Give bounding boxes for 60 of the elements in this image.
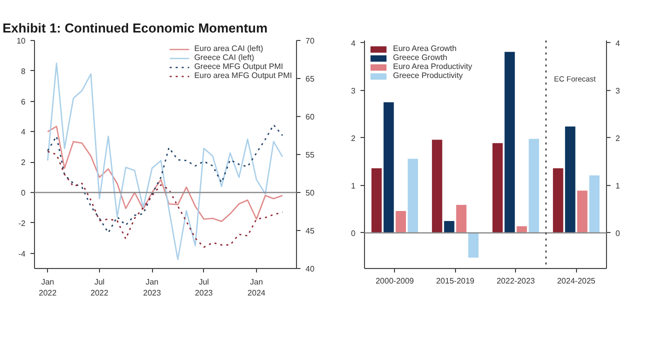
- y-tick-label: -4: [18, 249, 26, 258]
- bar: [444, 221, 454, 233]
- bar: [408, 158, 418, 233]
- legend-label: Greece Productivity: [393, 71, 463, 80]
- line-series: [47, 150, 284, 248]
- y-tick-label: 4: [21, 128, 26, 137]
- chart-title: Exhibit 1: Continued Economic Momentum: [2, 20, 268, 36]
- bar: [384, 102, 394, 233]
- bar: [528, 138, 540, 233]
- y2-tick-label: 70: [306, 36, 315, 46]
- y2-tick-label: 4: [616, 38, 620, 48]
- y-tick-label: 3: [351, 86, 356, 96]
- y2-tick-label: 40: [306, 264, 315, 274]
- bar: [432, 140, 442, 233]
- y-tick-label: 1: [351, 181, 356, 190]
- y-tick-label: 2: [21, 158, 26, 168]
- legend-label: Euro area MFG Output PMI: [194, 71, 292, 80]
- y-tick-label: 8: [21, 66, 26, 76]
- y2-tick-label: 65: [306, 74, 315, 84]
- bar: [396, 211, 406, 233]
- x-tick-label: 2022-2023: [496, 276, 536, 286]
- y2-tick-label: 1: [616, 181, 620, 190]
- legend-label: Euro area CAI (left): [194, 44, 264, 53]
- y2-tick-label: 0: [616, 228, 620, 238]
- legend-label: Euro Area Productivity: [393, 62, 472, 71]
- x-tick-label: 2000-2009: [376, 276, 414, 286]
- bar: [552, 168, 564, 233]
- bar: [456, 204, 466, 233]
- y-tick-label: 0: [351, 228, 356, 238]
- y2-tick-label: 55: [306, 150, 315, 160]
- y2-tick-label: 3: [616, 86, 620, 96]
- bar: [371, 168, 382, 233]
- y2-tick-label: 60: [306, 112, 315, 122]
- bar: [492, 143, 503, 233]
- y-tick-label: 10: [16, 36, 26, 46]
- y-tick-label: 2: [351, 134, 356, 143]
- bar: [504, 52, 515, 233]
- legend-label: Greece CAI (left): [194, 53, 254, 62]
- y-tick-label: 0: [21, 188, 26, 198]
- x-tick-label: 2024-2025: [557, 276, 596, 286]
- y-tick-label: -2: [18, 218, 26, 228]
- x-tick-label: 2015-2019: [436, 276, 475, 286]
- x-tick-label: Jan 2023: [143, 278, 162, 298]
- x-tick-label: Jan 2024: [248, 278, 266, 298]
- y-tick-label: 4: [351, 38, 356, 48]
- x-tick-label: Jul 2023: [194, 278, 214, 298]
- bar: [589, 175, 600, 233]
- y2-tick-label: 2: [616, 134, 620, 143]
- legend-label: Greece Growth: [393, 53, 448, 62]
- bar: [565, 126, 576, 233]
- y-tick-label: 6: [21, 97, 26, 106]
- bar: [516, 226, 527, 233]
- bar: [468, 232, 479, 258]
- bar: [577, 190, 588, 233]
- x-tick-label: Jan 2022: [38, 278, 58, 298]
- y2-tick-label: 45: [306, 226, 315, 236]
- y2-tick-label: 50: [306, 188, 315, 198]
- legend-label: Euro Area Growth: [393, 44, 457, 53]
- x-tick-label: Jul 2022: [90, 278, 109, 298]
- legend-label: Greece MFG Output PMI: [194, 62, 284, 71]
